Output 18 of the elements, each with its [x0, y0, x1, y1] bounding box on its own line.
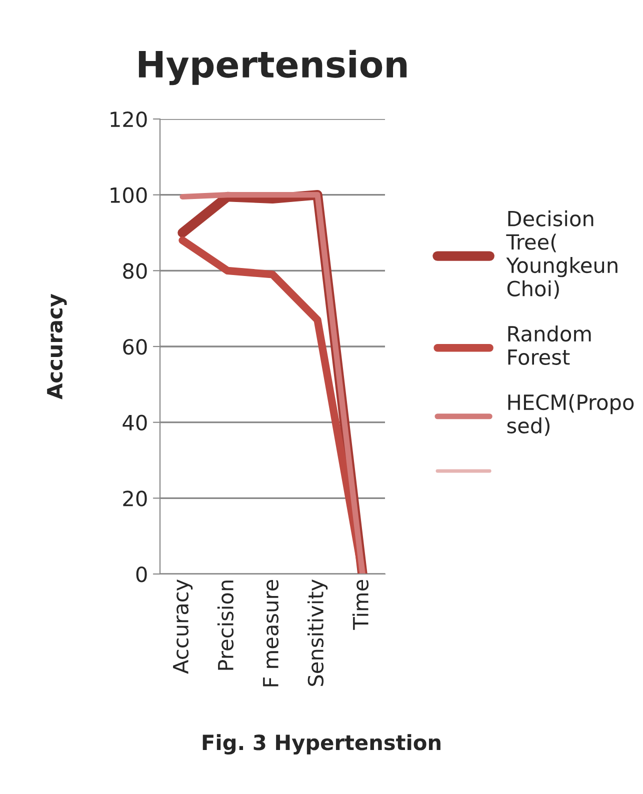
- x-tick-label: Time: [352, 580, 369, 630]
- y-axis-title: Accuracy: [47, 294, 67, 400]
- x-tick-label: F measure: [263, 580, 279, 686]
- x-tick-label: Accuracy: [173, 579, 193, 674]
- chart-title: Hypertension: [138, 50, 407, 86]
- legend-label: HECM(Proposed): [507, 394, 634, 436]
- y-tick-label: 0: [136, 566, 147, 582]
- x-tick-label: Precision: [217, 580, 234, 670]
- y-tick-label: 100: [110, 187, 147, 204]
- x-tick-label: Sensitivity: [307, 579, 328, 686]
- y-tick-label: 20: [123, 490, 147, 506]
- y-tick-label: 60: [123, 338, 147, 355]
- y-tick-label: 40: [122, 414, 147, 431]
- caption: Fig. 3 Hypertenstion: [202, 734, 440, 754]
- y-tick-label: 120: [110, 111, 147, 128]
- legend-label: Random Forest: [508, 326, 591, 365]
- legend-label: Decision Tree( Youngkeun Choi): [506, 210, 618, 299]
- y-tick-label: 80: [123, 263, 147, 279]
